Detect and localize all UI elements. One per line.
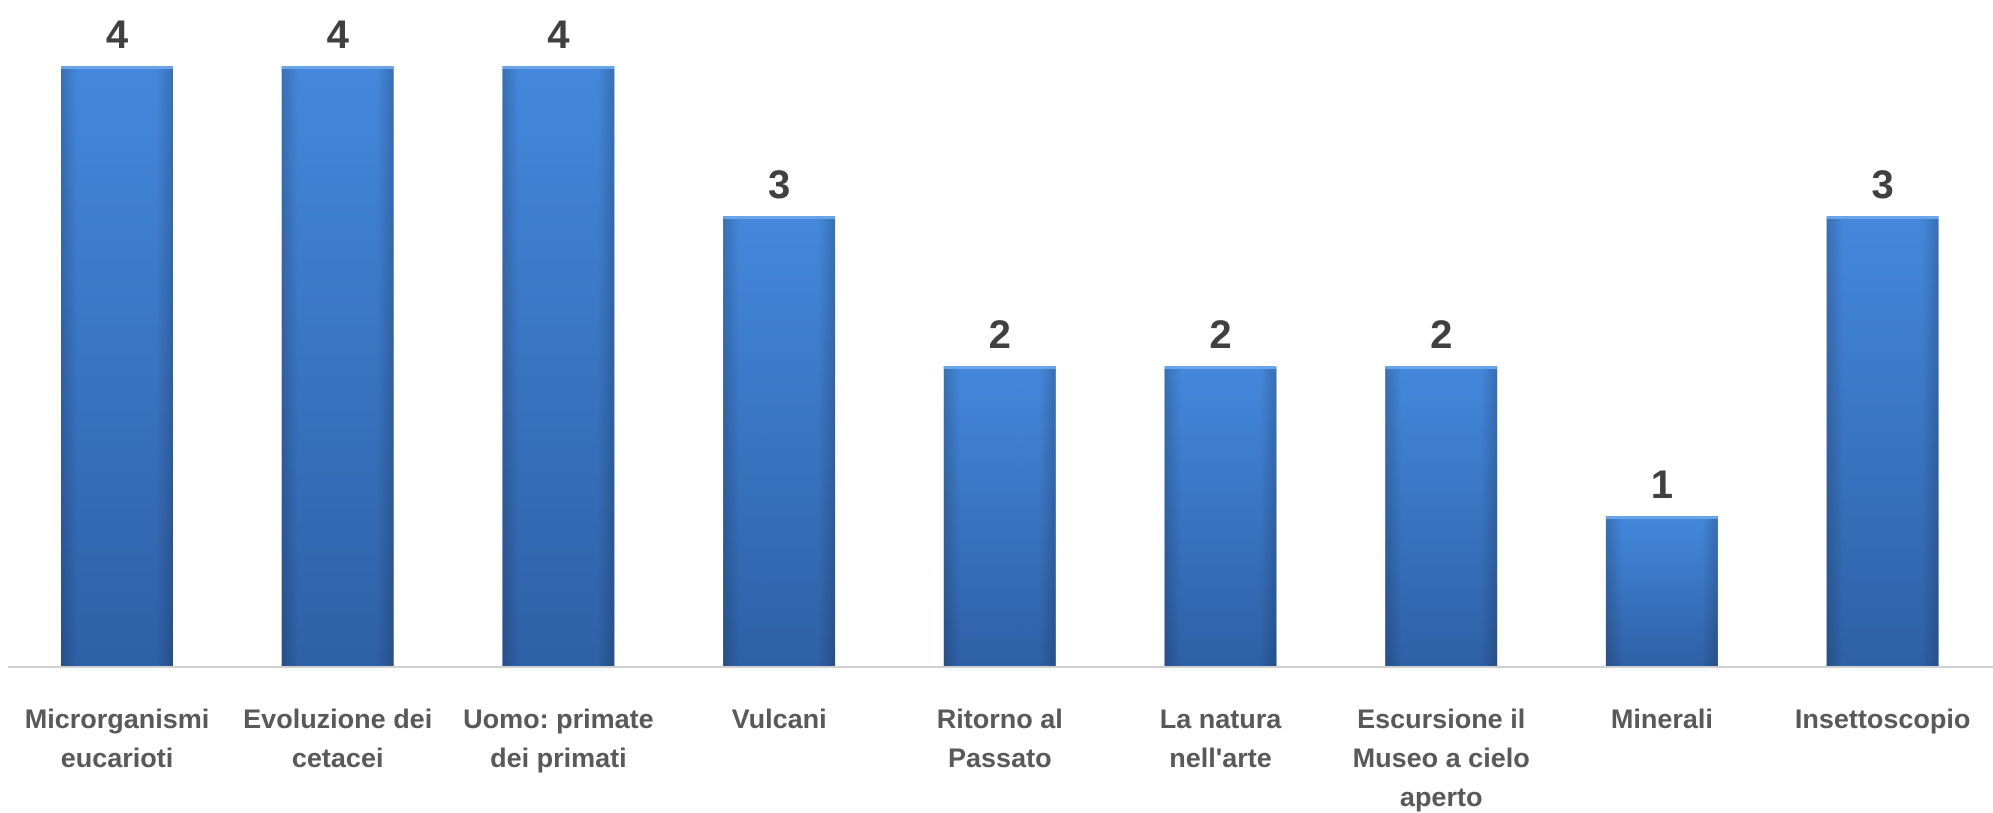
value-label: 4 xyxy=(547,13,570,57)
bar-shade xyxy=(1605,516,1718,666)
value-label: 2 xyxy=(989,313,1011,357)
value-label: 4 xyxy=(327,13,350,57)
bar-top xyxy=(1385,366,1498,369)
bar-shade xyxy=(1164,366,1277,666)
bar-top xyxy=(502,66,615,69)
value-label: 3 xyxy=(1871,163,1893,207)
bar-top xyxy=(1826,216,1939,219)
bar-top xyxy=(723,216,836,219)
bar-top xyxy=(61,66,173,69)
bar-top xyxy=(1605,516,1718,519)
x-tick-label: La natura nell'arte xyxy=(1159,704,1282,773)
x-tick-label: Microrganismi eucarioti xyxy=(24,704,210,773)
x-tick-label: Escursione il Museo a cielo aperto xyxy=(1352,704,1530,812)
x-tick-label: Uomo: primate dei primati xyxy=(463,704,654,773)
x-tick-label: Evoluzione dei cetacei xyxy=(243,704,433,773)
bar-shade xyxy=(723,216,836,666)
x-tick-label: Minerali xyxy=(1610,704,1713,734)
bar-top xyxy=(1164,366,1277,369)
value-label: 2 xyxy=(1209,313,1231,357)
value-label: 3 xyxy=(768,163,790,207)
value-label: 4 xyxy=(106,13,129,57)
x-tick-label: Insettoscopio xyxy=(1794,704,1971,734)
bar-shade xyxy=(61,66,173,666)
bar-top xyxy=(943,366,1056,369)
x-tick-label: Ritorno al Passato xyxy=(936,704,1063,773)
value-label: 2 xyxy=(1430,313,1452,357)
x-tick-label: Vulcani xyxy=(731,704,827,734)
bar-shade xyxy=(943,366,1056,666)
value-label: 1 xyxy=(1651,463,1673,507)
bar-shade xyxy=(1826,216,1939,666)
bar-shade xyxy=(1385,366,1498,666)
bar-top xyxy=(281,66,394,69)
bar-shade xyxy=(281,66,394,666)
bar-shade xyxy=(502,66,615,666)
